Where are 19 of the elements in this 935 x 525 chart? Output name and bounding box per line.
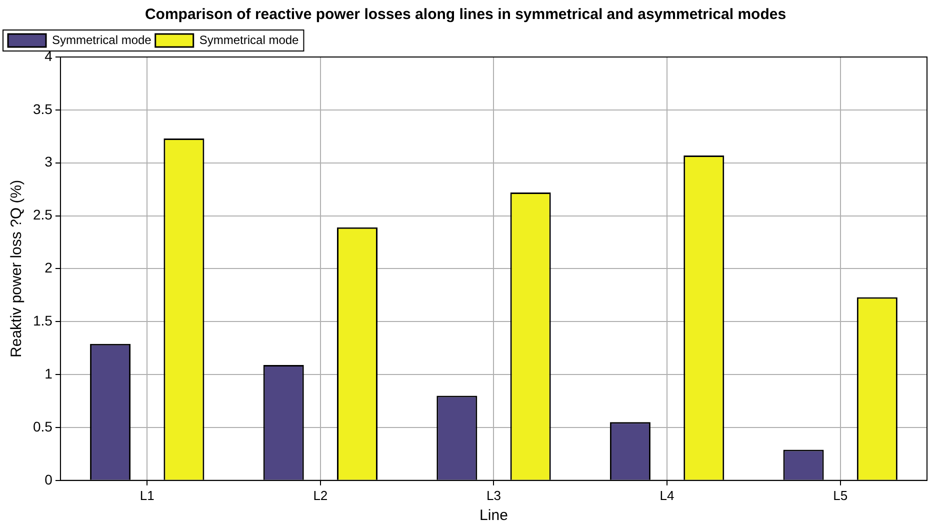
x-tick-label: L4: [660, 488, 674, 503]
x-tick-label: L3: [486, 488, 501, 503]
chart-title: Comparison of reactive power losses along lines in symmetrical and asymmetrical modes: [144, 6, 786, 24]
y-tick-label: 3.5: [32, 100, 53, 117]
y-tick-label: 0: [44, 471, 53, 488]
legend-label: Symmetrical mode: [52, 32, 152, 47]
y-tick-label: 2: [44, 260, 53, 276]
y-tick-label: 1: [44, 365, 53, 382]
legend-label: Symmetrical mode: [199, 32, 300, 47]
x-tick-label: L2: [313, 488, 328, 503]
y-tick-label: 2.5: [32, 206, 53, 223]
x-axis-title: Line: [480, 507, 508, 524]
y-tick-label: 0.5: [32, 418, 53, 434]
y-tick-label: 3: [44, 154, 53, 170]
x-tick-label: L1: [140, 488, 154, 503]
y-axis-title: Reaktiv power loss ?Q (%): [8, 180, 26, 358]
y-tick-label: 4: [44, 48, 53, 64]
x-tick-label: L5: [833, 488, 848, 503]
y-tick-label: 1.5: [32, 312, 53, 328]
